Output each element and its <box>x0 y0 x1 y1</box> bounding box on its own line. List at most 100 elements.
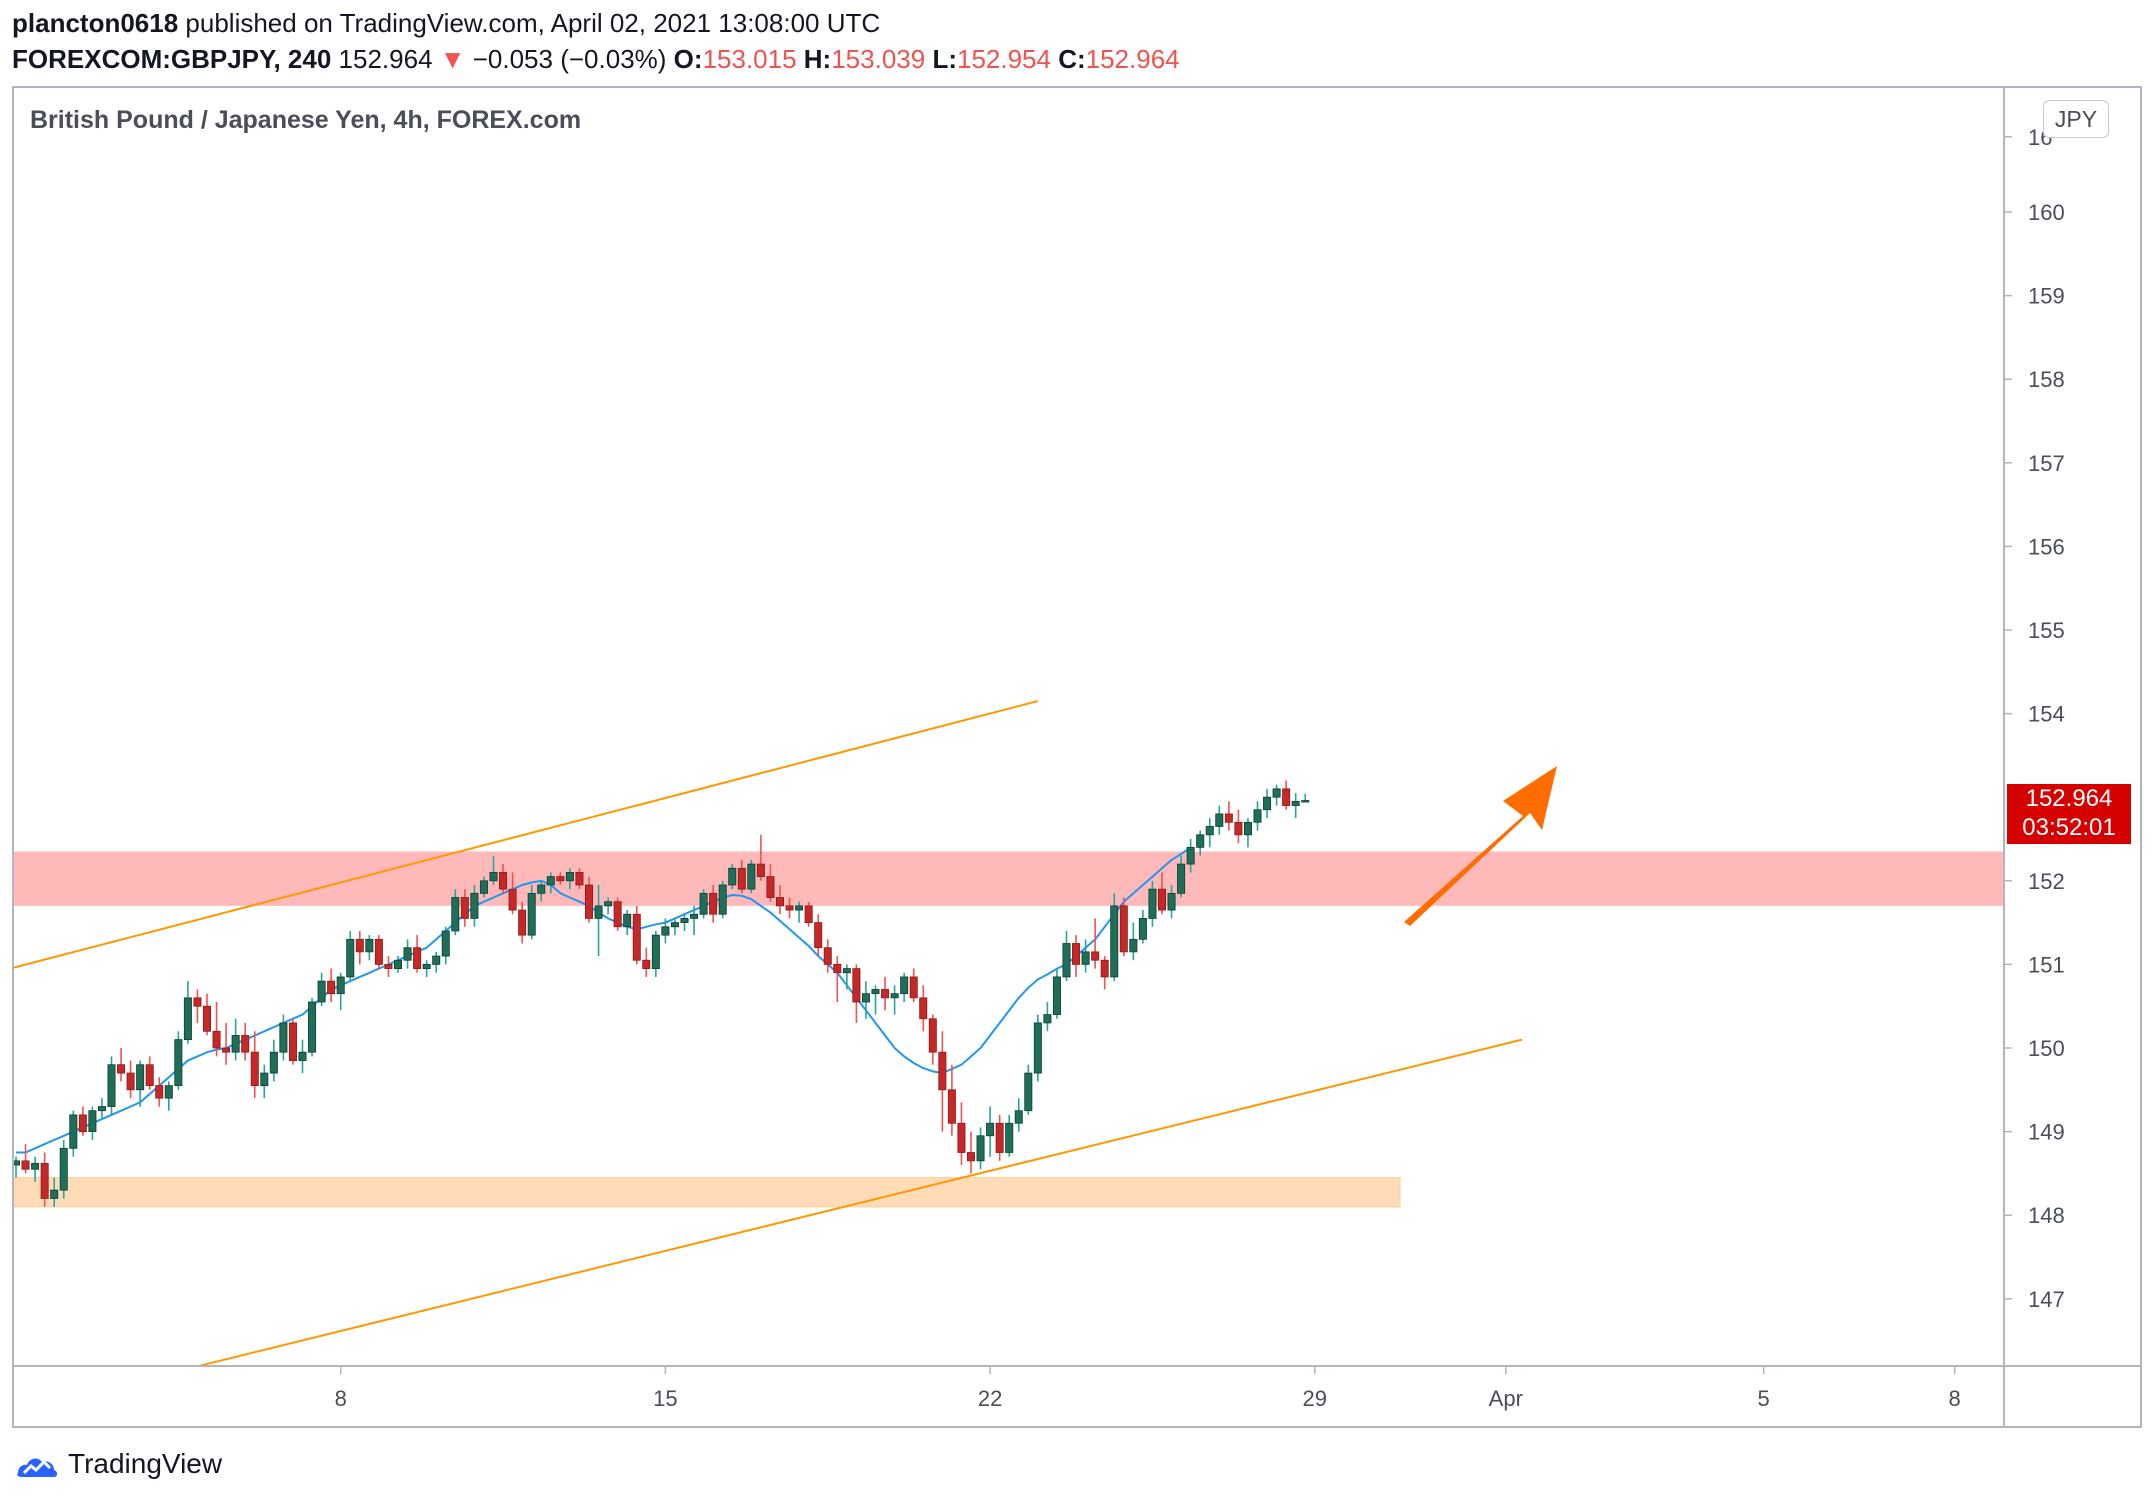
candle-body <box>680 918 689 923</box>
up-arrow-icon <box>1404 766 1557 926</box>
channel-lower-line <box>199 1038 1523 1366</box>
open-label: O: <box>673 44 703 74</box>
candle-body <box>833 964 842 974</box>
candle-body <box>346 938 355 978</box>
candle-body <box>537 884 546 894</box>
candle-body <box>1072 943 1081 965</box>
candle-body <box>202 1005 211 1032</box>
candle-body <box>795 905 804 911</box>
candle-body <box>432 955 441 965</box>
candle-body <box>117 1064 126 1074</box>
candle-body <box>1014 1110 1023 1124</box>
candle-body <box>995 1122 1004 1153</box>
chart-title: British Pound / Japanese Yen, 4h, FOREX.… <box>30 106 582 134</box>
candle-body <box>499 872 508 890</box>
footer-brand-name: TradingView <box>68 1448 223 1479</box>
candle-body <box>919 997 928 1020</box>
candle-body <box>967 1152 976 1162</box>
candle-body <box>1005 1122 1014 1153</box>
candle-body <box>59 1147 68 1191</box>
candle-body <box>365 938 374 953</box>
candle-body <box>470 892 479 919</box>
channel-upper-line <box>14 700 1039 969</box>
y-tick-label: 148 <box>2028 1203 2065 1228</box>
candle-body <box>97 1106 106 1112</box>
x-tick-label: 8 <box>1949 1386 1961 1411</box>
candle-body <box>957 1122 966 1153</box>
candle-body <box>613 901 622 928</box>
candle-body <box>393 959 402 969</box>
candle-body <box>136 1064 145 1091</box>
candle-body <box>852 968 861 1003</box>
footer-brand[interactable]: TradingView <box>14 1448 222 1480</box>
candle-body <box>231 1035 240 1053</box>
chart-panel[interactable] <box>12 86 2142 1428</box>
tradingview-logo-icon <box>17 1458 57 1477</box>
y-tick-label: 147 <box>2028 1287 2065 1312</box>
candle-body <box>1186 846 1195 865</box>
candle-body <box>1043 1014 1052 1024</box>
high-value: 153.039 <box>831 44 926 74</box>
candle-body <box>1148 888 1157 919</box>
last-price-tag-value: 152.964 <box>2025 785 2113 812</box>
candle-body <box>776 897 785 907</box>
y-tick-label: 152 <box>2028 869 2065 894</box>
candle-body <box>451 897 460 932</box>
candle-body <box>585 884 594 919</box>
candle-body <box>881 989 890 999</box>
y-tick-label: 158 <box>2028 367 2065 392</box>
plot-layer <box>14 700 2004 1366</box>
currency-unit-button[interactable]: JPY <box>2043 100 2109 138</box>
candle-body <box>651 934 660 969</box>
x-tick-label: Apr <box>1489 1386 1523 1411</box>
candle-body <box>1215 813 1224 827</box>
close-value: 152.964 <box>1085 44 1180 74</box>
candle-body <box>670 922 679 928</box>
y-tick-label: 149 <box>2028 1120 2065 1145</box>
candle-body <box>766 876 775 898</box>
candle-body <box>1033 1022 1042 1074</box>
candle-body <box>489 872 498 882</box>
candle-body <box>1052 976 1061 1015</box>
candle-body <box>413 947 422 969</box>
close-label: C: <box>1058 44 1086 74</box>
candle-body <box>1081 951 1090 965</box>
x-tick-label: 5 <box>1758 1386 1770 1411</box>
candle-body <box>1291 800 1300 806</box>
candle-body <box>690 913 699 919</box>
candle-body <box>546 876 555 886</box>
candle-body <box>642 959 651 969</box>
y-tick-label: 159 <box>2028 284 2065 309</box>
candle-body <box>21 1160 30 1170</box>
candle-body <box>88 1110 97 1132</box>
candle-body <box>250 1051 259 1087</box>
candle-body <box>460 897 469 919</box>
open-value: 153.015 <box>702 44 797 74</box>
candle-body <box>928 1018 937 1053</box>
x-tick-label: 8 <box>335 1386 347 1411</box>
last-price: 152.964 <box>338 44 433 74</box>
candle-body <box>212 1030 221 1049</box>
candle-body <box>1272 788 1281 798</box>
candle-body <box>403 947 412 961</box>
candle-body <box>1234 821 1243 836</box>
candle-body <box>374 938 383 965</box>
candle-body <box>804 905 813 924</box>
x-tick-label: 22 <box>978 1386 1002 1411</box>
candle-body <box>1138 918 1147 940</box>
candle-body <box>479 880 488 894</box>
candle-body <box>1158 888 1167 911</box>
candle-body <box>556 876 565 882</box>
x-tick-label: 15 <box>653 1386 677 1411</box>
candle-body <box>222 1047 231 1053</box>
candle-body <box>1177 863 1186 894</box>
bar-countdown: 03:52:01 <box>2022 814 2116 841</box>
candle-body <box>1110 905 1119 978</box>
candle-body <box>260 1072 269 1087</box>
candle-body <box>126 1072 135 1091</box>
candle-body <box>441 930 450 957</box>
author-name[interactable]: plancton0618 <box>12 8 179 38</box>
candle-body <box>1024 1072 1033 1112</box>
candle-body <box>1129 938 1138 953</box>
